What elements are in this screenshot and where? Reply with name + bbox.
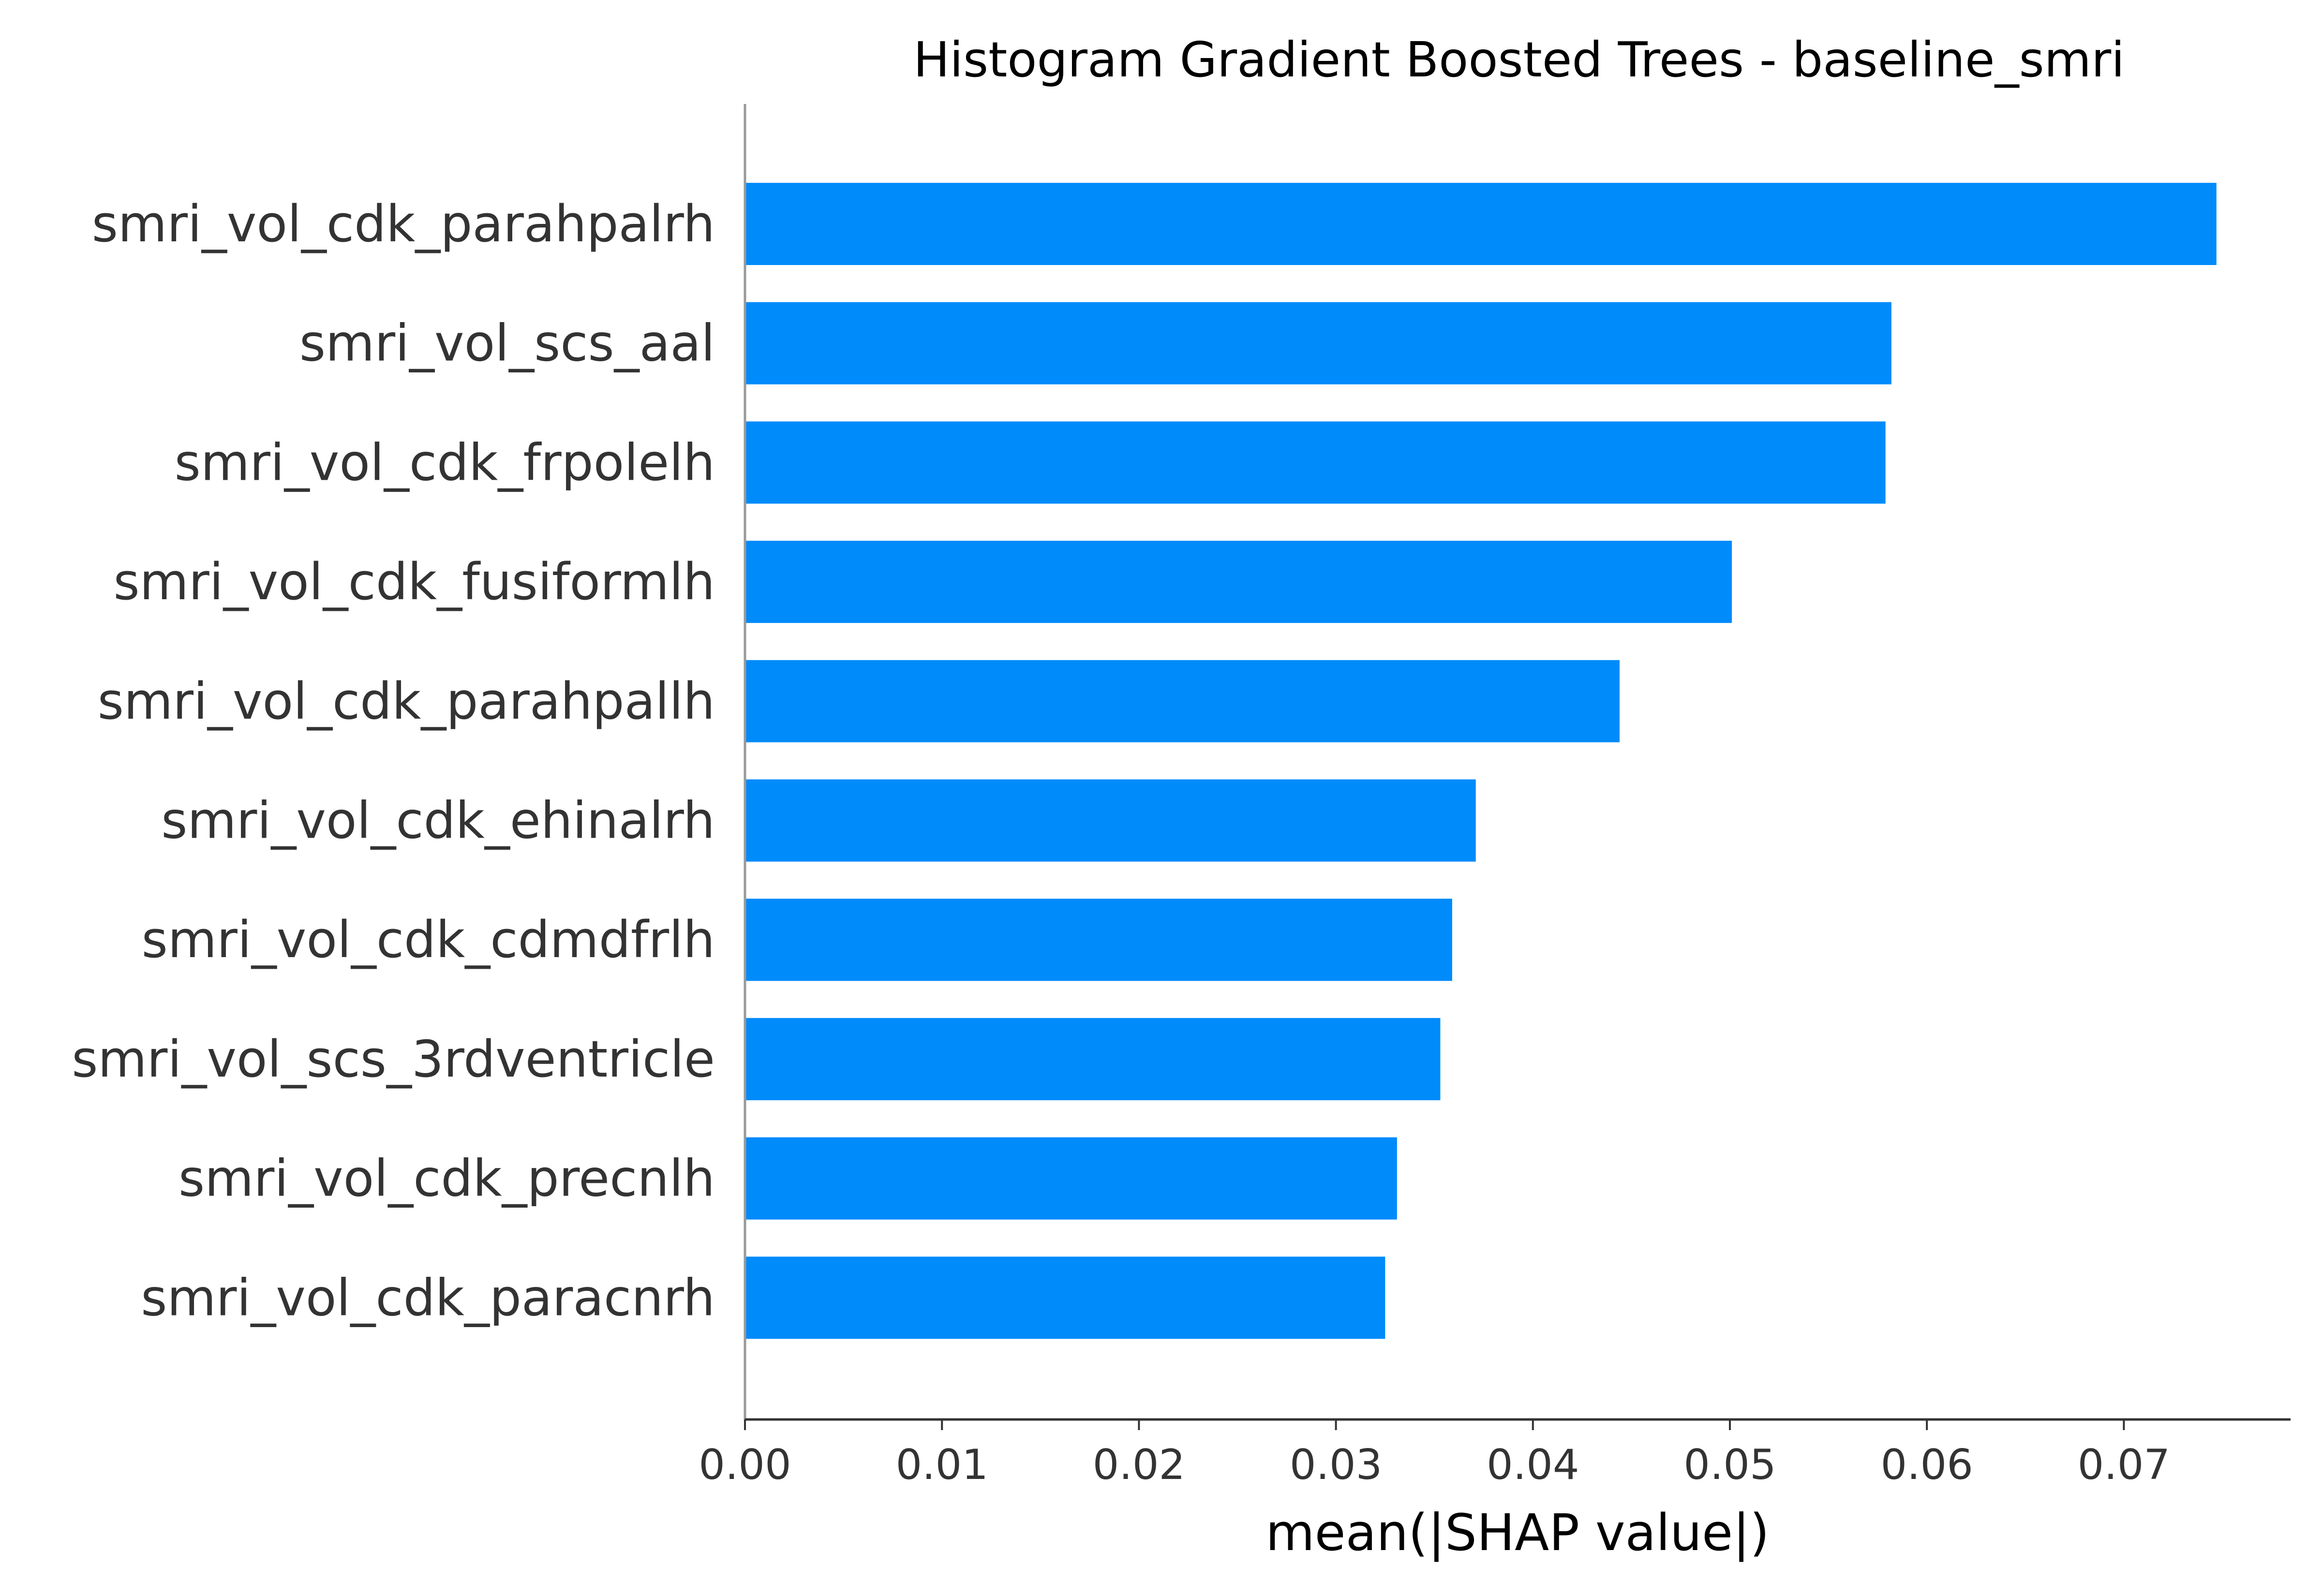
x-tick-label: 0.05 <box>1683 1441 1776 1489</box>
category-label: smri_vol_cdk_precnlh <box>179 1149 715 1208</box>
bars-group <box>745 183 2217 1339</box>
category-label: smri_vol_cdk_parahpallh <box>98 672 715 731</box>
x-axis-label: mean(|SHAP value|) <box>1265 1503 1769 1562</box>
bar <box>745 183 2217 265</box>
category-label: smri_vol_cdk_ehinalrh <box>161 791 715 850</box>
x-tick-label: 0.03 <box>1290 1441 1382 1489</box>
category-label: smri_vol_scs_3rdventricle <box>72 1030 715 1089</box>
x-ticks: 0.00 0.01 0.02 0.03 0.04 0.05 0.06 0.07 <box>699 1419 2170 1489</box>
chart-title: Histogram Gradient Boosted Trees - basel… <box>913 31 2125 88</box>
bar <box>745 660 1620 742</box>
bar <box>745 779 1476 862</box>
x-tick-label: 0.04 <box>1487 1441 1579 1489</box>
bar <box>745 302 1891 384</box>
category-labels: smri_vol_cdk_parahpalrh smri_vol_scs_aals… <box>72 194 715 1327</box>
category-label: smri_vol_cdk_cdmdfrlh <box>142 910 715 969</box>
bar <box>745 1256 1385 1339</box>
category-label: smri_vol_cdk_frpolelh <box>175 433 715 492</box>
bar <box>745 541 1732 623</box>
bar <box>745 1137 1397 1220</box>
x-tick-label: 0.02 <box>1093 1441 1185 1489</box>
x-tick-label: 0.00 <box>699 1441 791 1489</box>
x-tick-label: 0.06 <box>1880 1441 1973 1489</box>
category-label: smri_vol_cdk_fusiformlh <box>113 552 715 611</box>
x-tick-label: 0.01 <box>895 1441 988 1489</box>
bar <box>745 1018 1441 1100</box>
category-label: smri_vol_scs_aal <box>299 314 715 373</box>
bar <box>745 421 1886 504</box>
category-label: smri_vol_cdk_paracnrh <box>141 1268 715 1327</box>
bar <box>745 899 1452 981</box>
x-tick-label: 0.07 <box>2078 1441 2170 1489</box>
category-label: smri_vol_cdk_parahpalrh <box>92 194 715 253</box>
